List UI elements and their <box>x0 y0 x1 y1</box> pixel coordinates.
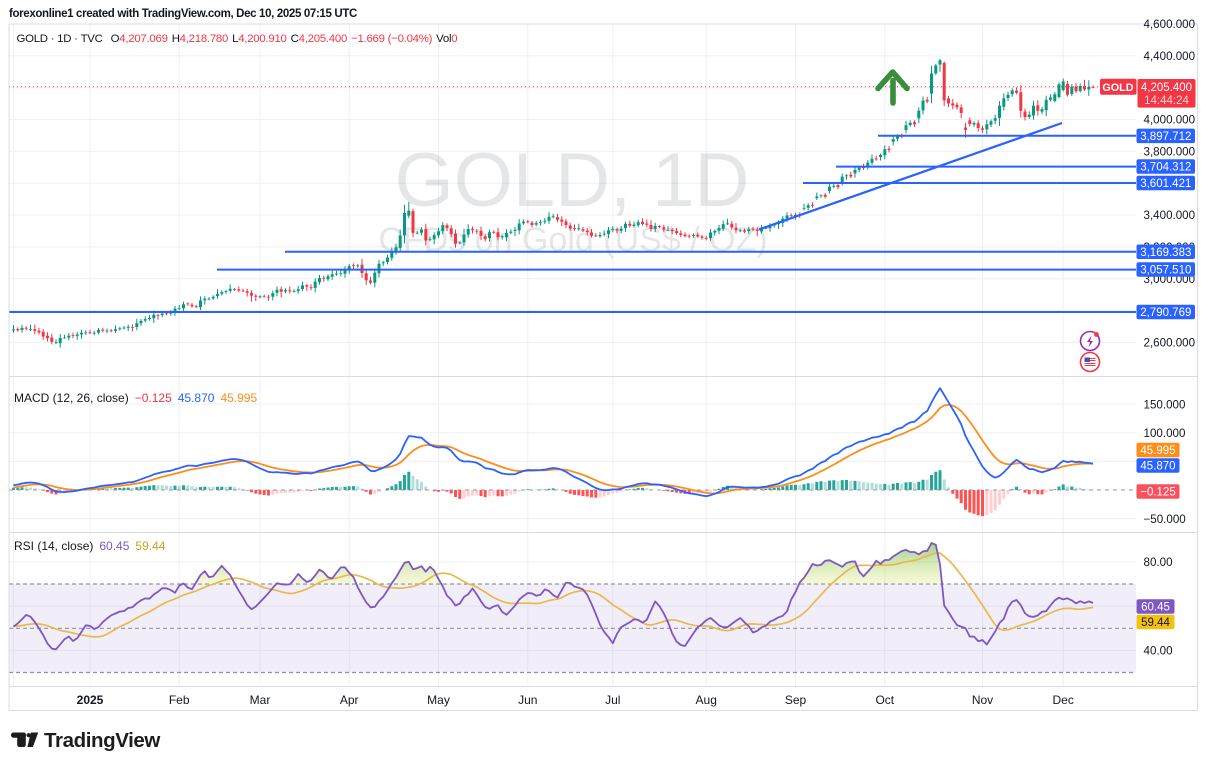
svg-text:Apr: Apr <box>340 693 359 707</box>
svg-text:4,400.000: 4,400.000 <box>1144 50 1196 63</box>
svg-text:3,704.312: 3,704.312 <box>1140 162 1191 174</box>
svg-text:3,897.712: 3,897.712 <box>1140 131 1191 143</box>
svg-text:150.000: 150.000 <box>1144 398 1186 411</box>
svg-text:Oct: Oct <box>875 693 894 707</box>
svg-text:3,800.000: 3,800.000 <box>1144 146 1196 159</box>
svg-text:4,000.000: 4,000.000 <box>1144 114 1196 127</box>
svg-text:−0.125: −0.125 <box>1140 487 1176 499</box>
svg-text:100.000: 100.000 <box>1144 427 1186 440</box>
svg-text:14:44:24: 14:44:24 <box>1144 95 1189 107</box>
svg-text:May: May <box>427 693 450 707</box>
svg-text:Mar: Mar <box>250 693 271 707</box>
svg-text:60.45: 60.45 <box>1141 602 1170 614</box>
svg-text:3,400.000: 3,400.000 <box>1144 209 1196 222</box>
svg-text:3,601.421: 3,601.421 <box>1140 178 1191 190</box>
svg-text:CFDs on Gold (US$ / OZ): CFDs on Gold (US$ / OZ) <box>378 221 767 259</box>
svg-text:Aug: Aug <box>696 693 717 707</box>
svg-text:4,205.400: 4,205.400 <box>1141 82 1192 94</box>
svg-text:GOLD: GOLD <box>1102 82 1133 94</box>
svg-text:4,600.000: 4,600.000 <box>1144 18 1196 31</box>
svg-text:−50.000: −50.000 <box>1144 513 1186 526</box>
svg-text:45.995: 45.995 <box>1140 445 1175 457</box>
svg-text:59.44: 59.44 <box>1141 617 1170 629</box>
svg-text:Feb: Feb <box>169 693 190 707</box>
svg-text:Nov: Nov <box>972 693 993 707</box>
svg-text:2,600.000: 2,600.000 <box>1144 337 1196 350</box>
svg-text:3,169.383: 3,169.383 <box>1140 247 1191 259</box>
svg-text:forexonline1 created with Trad: forexonline1 created with TradingView.co… <box>9 8 357 20</box>
svg-text:Sep: Sep <box>785 693 807 707</box>
svg-text:45.870: 45.870 <box>1140 461 1175 473</box>
svg-text:40.00: 40.00 <box>1144 645 1173 658</box>
svg-text:GOLD, 1D: GOLD, 1D <box>395 138 750 223</box>
svg-text:TradingView: TradingView <box>44 729 160 752</box>
svg-text:80.00: 80.00 <box>1144 556 1173 569</box>
svg-text:3,057.510: 3,057.510 <box>1140 265 1191 277</box>
svg-text:2,790.769: 2,790.769 <box>1140 307 1191 319</box>
svg-text:2025: 2025 <box>77 693 104 707</box>
svg-text:Jun: Jun <box>518 693 537 707</box>
svg-text:Dec: Dec <box>1053 693 1074 707</box>
svg-text:Jul: Jul <box>605 693 620 707</box>
